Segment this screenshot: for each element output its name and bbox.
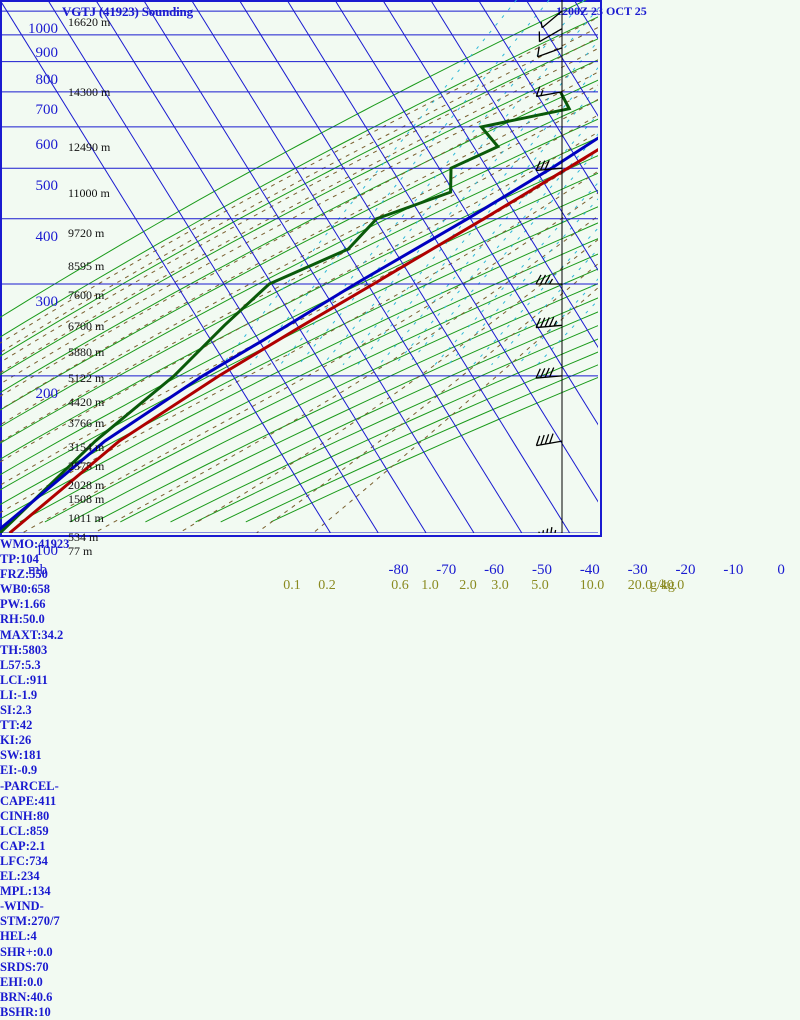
sounding-index-item: RH:50.0 (0, 612, 104, 627)
pressure-tick-label: 400 (14, 229, 58, 246)
sounding-index-item: HEL:4 (0, 929, 104, 944)
temperature-tick-label: -40 (569, 562, 611, 579)
sounding-index-item: EHI:0.0 (0, 975, 104, 990)
wind-barb (536, 317, 562, 328)
pressure-tick-label: 800 (14, 72, 58, 89)
height-label: 2028 m (68, 478, 104, 493)
sounding-index-item: TT:42 (0, 718, 104, 733)
pressure-tick-label: 1000 (14, 21, 58, 38)
temperature-tick-label: -30 (617, 562, 659, 579)
sounding-index-item: BSHR:10 (0, 1005, 104, 1020)
pressure-tick-label: 700 (14, 102, 58, 119)
sounding-index-item: SW:181 (0, 748, 104, 763)
sounding-index-item: -WIND- (0, 899, 104, 914)
pressure-tick-label: 900 (14, 45, 58, 62)
sounding-index-item: CINH:80 (0, 809, 104, 824)
sounding-index-item: MAXT:34.2 (0, 628, 104, 643)
pressure-tick-label: 100 (14, 543, 58, 560)
temperature-tick-label: -80 (377, 562, 419, 579)
height-label: 4420 m (68, 395, 104, 410)
height-label: 1011 m (68, 511, 104, 526)
height-label: 6700 m (68, 319, 104, 334)
sounding-index-item: EL:234 (0, 869, 104, 884)
height-label: 8595 m (68, 259, 104, 274)
sounding-index-item: TH:5803 (0, 643, 104, 658)
height-label: 11000 m (68, 186, 110, 201)
height-label: 534 m (68, 530, 98, 545)
mixing-ratio-tick-label: 3.0 (480, 578, 520, 594)
isotherm-gridline (96, 0, 426, 533)
height-label: 9720 m (68, 226, 104, 241)
pressure-tick-label: 600 (14, 137, 58, 154)
pressure-unit-label: mb (28, 562, 47, 579)
temperature-tick-label: -50 (521, 562, 563, 579)
sounding-index-item: SRDS:70 (0, 960, 104, 975)
temperature-tick-label: -10 (712, 562, 754, 579)
mixing-ratio-tick-label: 0.1 (272, 578, 312, 594)
isotherm-gridline (383, 0, 598, 533)
pressure-tick-label: 500 (14, 178, 58, 195)
wind-barb (538, 527, 562, 533)
sounding-index-item: STM:270/7 (0, 914, 104, 929)
dry-adiabat-line (171, 252, 599, 522)
height-label: 1508 m (68, 492, 104, 507)
height-label: 3766 m (68, 416, 104, 431)
height-label: 5122 m (68, 371, 104, 386)
sounding-index-item: LCL:859 (0, 824, 104, 839)
sounding-index-item: MPL:134 (0, 884, 104, 899)
mixing-ratio-tick-label: 0.2 (307, 578, 347, 594)
height-label: 5880 m (68, 345, 104, 360)
moist-adiabat-line (179, 81, 598, 534)
dry-adiabat-line (221, 273, 598, 522)
sounding-index-item: SHR+:0.0 (0, 945, 104, 960)
sounding-chart-root: VGTJ (41923) Sounding 1200Z 23 OCT 25 mb… (0, 0, 800, 600)
pressure-tick-label: 200 (14, 386, 58, 403)
wind-barb (536, 434, 562, 446)
pressure-tick-label: 300 (14, 294, 58, 311)
sounding-index-item: LFC:734 (0, 854, 104, 869)
isotherm-gridline (431, 0, 598, 533)
mixing-ratio-unit-label: g/kg (650, 578, 675, 594)
sounding-index-item: BRN:40.6 (0, 990, 104, 1005)
temperature-tick-label: -70 (425, 562, 467, 579)
height-label: 77 m (68, 544, 92, 559)
height-label: 3154 m (68, 440, 104, 455)
mixing-ratio-tick-label: 5.0 (520, 578, 560, 594)
dry-adiabat-line (271, 308, 598, 522)
sounding-index-item: EI:-0.9 (0, 763, 104, 778)
sounding-index-item: KI:26 (0, 733, 104, 748)
temperature-tick-label: -20 (665, 562, 707, 579)
sounding-index-item: FRZ:550 (0, 567, 104, 582)
sounding-index-item: CAP:2.1 (0, 839, 104, 854)
temperature-tick-label: -60 (473, 562, 515, 579)
sounding-index-item: LI:-1.9 (0, 688, 104, 703)
sounding-index-item: L57:5.3 (0, 658, 104, 673)
height-label: 7600 m (68, 288, 104, 303)
temperature-tick-label: 0 (760, 562, 800, 579)
isotherm-gridline (287, 0, 598, 533)
sounding-index-item: WB0:658 (0, 582, 104, 597)
height-label: 14300 m (68, 85, 110, 100)
mixing-ratio-tick-label: 10.0 (572, 578, 612, 594)
isotherm-gridline (191, 0, 521, 533)
dry-adiabat-line (45, 177, 598, 522)
sounding-index-item: SI:2.3 (0, 703, 104, 718)
sounding-index-item: LCL:911 (0, 673, 104, 688)
moist-adiabat-line (0, 11, 598, 484)
height-label: 2575 m (68, 459, 104, 474)
sounding-index-item: -PARCEL- (0, 779, 104, 794)
mixing-ratio-tick-label: 1.0 (410, 578, 450, 594)
dry-adiabat-line (0, 90, 598, 522)
height-label: 16620 m (68, 15, 110, 30)
sounding-index-item: CAPE:411 (0, 794, 104, 809)
moist-adiabat-line (0, 11, 598, 484)
mixing-ratio-line (323, 0, 598, 365)
mixing-ratio-line (395, 0, 598, 365)
mixing-ratio-line (435, 0, 598, 365)
height-label: 12490 m (68, 140, 110, 155)
